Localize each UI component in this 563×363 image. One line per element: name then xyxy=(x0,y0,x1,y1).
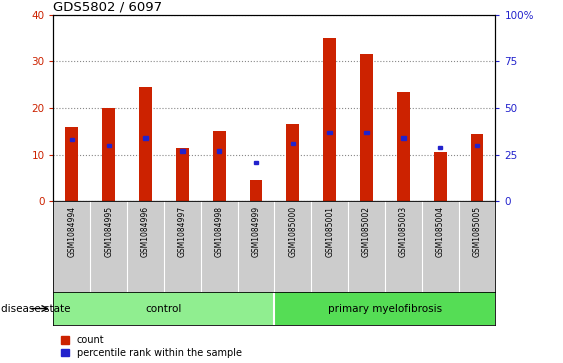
Bar xyxy=(434,152,446,201)
Text: GSM1085000: GSM1085000 xyxy=(288,206,297,257)
Text: GSM1085003: GSM1085003 xyxy=(399,206,408,257)
Text: primary myelofibrosis: primary myelofibrosis xyxy=(328,303,442,314)
Text: GSM1084998: GSM1084998 xyxy=(215,206,224,257)
Bar xyxy=(180,149,185,152)
Bar xyxy=(65,127,78,201)
Bar xyxy=(471,134,484,201)
Text: disease state: disease state xyxy=(1,304,70,314)
Bar xyxy=(323,38,336,201)
Bar xyxy=(106,144,111,147)
Bar xyxy=(291,142,295,145)
Bar xyxy=(102,108,115,201)
Bar xyxy=(70,138,74,142)
Text: GSM1085005: GSM1085005 xyxy=(472,206,481,257)
Bar xyxy=(217,149,221,152)
Bar xyxy=(213,131,226,201)
Bar xyxy=(397,91,410,201)
Text: GSM1084996: GSM1084996 xyxy=(141,206,150,257)
Bar xyxy=(360,54,373,201)
Text: GDS5802 / 6097: GDS5802 / 6097 xyxy=(53,0,163,13)
Bar xyxy=(328,131,332,134)
Text: GSM1084994: GSM1084994 xyxy=(68,206,77,257)
Bar xyxy=(176,148,189,201)
Text: GSM1085001: GSM1085001 xyxy=(325,206,334,257)
Bar xyxy=(287,125,300,201)
Bar xyxy=(144,136,148,139)
Legend: count, percentile rank within the sample: count, percentile rank within the sample xyxy=(61,335,242,358)
Bar xyxy=(438,146,443,149)
Text: GSM1084997: GSM1084997 xyxy=(178,206,187,257)
Bar xyxy=(475,144,479,147)
Bar xyxy=(401,136,405,139)
Text: GSM1084995: GSM1084995 xyxy=(104,206,113,257)
Text: GSM1085002: GSM1085002 xyxy=(362,206,371,257)
Text: GSM1084999: GSM1084999 xyxy=(252,206,261,257)
Bar xyxy=(254,160,258,164)
Bar xyxy=(53,292,275,325)
Text: control: control xyxy=(146,303,182,314)
Bar xyxy=(364,131,369,134)
Bar xyxy=(249,180,262,201)
Bar xyxy=(139,87,152,201)
Bar xyxy=(275,292,495,325)
Text: GSM1085004: GSM1085004 xyxy=(436,206,445,257)
